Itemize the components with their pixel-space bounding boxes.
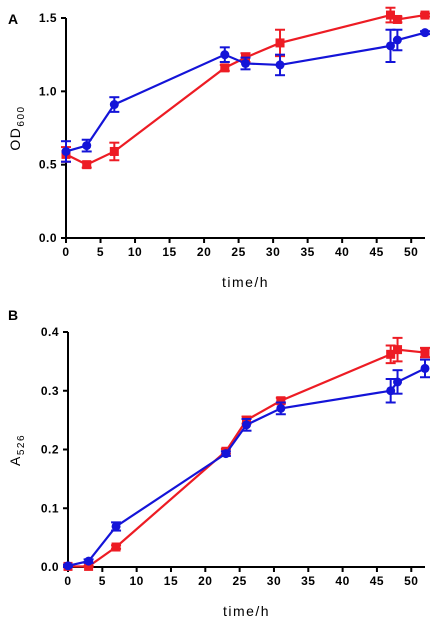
x-tick-label: 15 [162, 245, 176, 259]
data-point [276, 403, 286, 413]
panel-a: A 0.0 0.5 1.0 1.5 0 5 10 15 20 25 30 35 40 45 50 time/h… [7, 6, 430, 290]
data-point [420, 363, 430, 373]
panel-letter-b: B [8, 307, 18, 323]
data-point [111, 542, 121, 552]
x-axis-title: time/h [223, 603, 270, 619]
panel-letter-a: A [8, 11, 18, 27]
series-1 [61, 6, 430, 170]
x-tick-label: 20 [198, 574, 212, 588]
y-tick-label: 0.5 [39, 158, 57, 172]
x-tick-label: 50 [404, 245, 418, 259]
data-point [420, 348, 430, 358]
x-tick-label: 45 [370, 574, 384, 588]
x-tick-label: 5 [99, 574, 106, 588]
x-tick-label: 30 [266, 245, 280, 259]
data-point [221, 449, 231, 459]
series-2 [63, 358, 430, 571]
x-tick-label: 25 [232, 574, 246, 588]
data-point [392, 14, 402, 24]
x-tick-label: 50 [404, 574, 418, 588]
x-tick-label: 20 [197, 245, 211, 259]
data-point [220, 63, 230, 73]
data-point [111, 521, 121, 531]
series-1 [63, 336, 430, 571]
data-point [386, 349, 396, 359]
x-tick-label: 0 [62, 245, 69, 259]
data-point [420, 28, 430, 38]
x-tick-label: 30 [267, 574, 281, 588]
y-tick-label: 0.4 [41, 325, 59, 339]
y-tick-label: 0.0 [41, 560, 59, 574]
y-axis-title: A526 [7, 434, 27, 466]
x-tick-label: 15 [164, 574, 178, 588]
data-point [82, 141, 92, 151]
panel-b: B 0.0 0.1 0.2 0.3 0.4 0 5 10 15 20 25 30 35 40 45 50 tim… [7, 307, 430, 619]
x-tick-label: 5 [97, 245, 104, 259]
y-tick-label: 0.2 [41, 443, 59, 457]
data-point [61, 146, 71, 156]
data-point [275, 38, 285, 48]
data-point [385, 41, 395, 51]
data-point [220, 50, 230, 60]
y-tick-label: 0.3 [41, 384, 59, 398]
y-tick-label: 0.0 [39, 231, 57, 245]
data-point [109, 146, 119, 156]
series-line [65, 13, 426, 166]
x-axis-title: time/h [222, 274, 269, 290]
x-tick-label: 35 [300, 245, 314, 259]
series-line [65, 31, 426, 153]
data-point [385, 10, 395, 20]
y-tick-label: 0.1 [41, 501, 59, 515]
x-tick-label: 10 [129, 574, 143, 588]
data-point [393, 377, 403, 387]
series-2 [61, 28, 430, 163]
data-point [420, 10, 430, 20]
data-point [84, 556, 94, 566]
y-axis-title: OD600 [7, 105, 27, 150]
data-point [63, 561, 73, 571]
series-line [67, 367, 426, 567]
series-line [68, 348, 426, 568]
data-point [109, 100, 119, 110]
data-point [84, 561, 94, 571]
y-tick-label: 1.5 [39, 11, 57, 25]
x-tick-label: 25 [231, 245, 245, 259]
x-tick-label: 40 [335, 574, 349, 588]
data-point [275, 60, 285, 70]
x-tick-label: 0 [64, 574, 71, 588]
data-point [241, 58, 250, 68]
data-point [242, 420, 251, 430]
x-tick-label: 40 [335, 245, 349, 259]
x-tick-label: 10 [128, 245, 142, 259]
data-point [276, 396, 286, 406]
y-tick-label: 1.0 [39, 84, 57, 98]
data-point [392, 35, 402, 45]
data-point [393, 345, 403, 355]
x-tick-label: 35 [301, 574, 315, 588]
x-tick-label: 45 [369, 245, 383, 259]
data-point [82, 160, 92, 170]
